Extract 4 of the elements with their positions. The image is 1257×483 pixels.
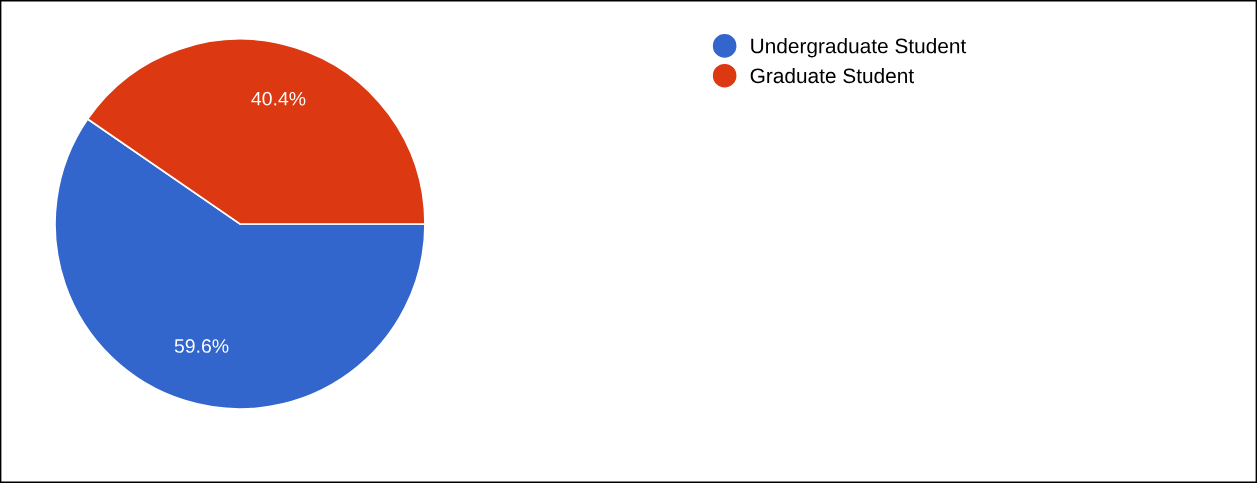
data-label: 59.6%: [174, 339, 229, 353]
legend-label: Undergraduate Student: [751, 38, 967, 58]
data-label: 40.4%: [251, 91, 306, 106]
legend-label: Graduate Student: [750, 67, 914, 84]
